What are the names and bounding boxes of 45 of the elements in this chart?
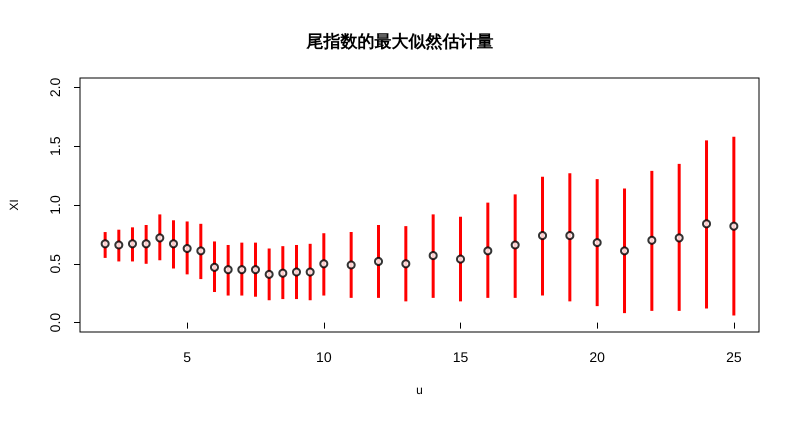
point — [155, 233, 164, 242]
point — [374, 256, 383, 266]
y-tick-label: 2.0 — [47, 77, 63, 98]
point — [620, 246, 630, 256]
y-axis-title: XI — [7, 199, 21, 211]
point — [647, 236, 656, 245]
point — [729, 222, 738, 231]
point — [483, 246, 492, 256]
y-tick-label: 0.5 — [47, 254, 63, 274]
point — [538, 231, 548, 240]
point — [565, 231, 574, 240]
x-axis-title: u — [416, 383, 423, 397]
point — [100, 239, 110, 248]
x-tick-label: 20 — [589, 349, 606, 365]
point — [196, 246, 206, 256]
chart-title: 尾指数的最大似然估计量 — [306, 32, 494, 51]
point — [346, 260, 356, 270]
point — [292, 268, 301, 277]
point — [674, 233, 684, 242]
point — [224, 265, 233, 274]
point — [264, 270, 274, 279]
point — [306, 268, 315, 277]
point — [182, 244, 192, 254]
point — [428, 251, 438, 260]
y-tick-label: 1.5 — [47, 136, 63, 156]
point — [592, 238, 602, 248]
point — [456, 254, 465, 264]
point — [250, 265, 260, 274]
point — [319, 259, 328, 268]
point — [128, 239, 137, 248]
point — [114, 240, 124, 250]
point — [142, 239, 151, 248]
point — [510, 240, 520, 250]
point — [702, 219, 712, 228]
point — [237, 265, 246, 274]
x-tick-label: 25 — [726, 349, 742, 365]
point — [278, 268, 288, 278]
point — [401, 259, 410, 268]
point — [210, 262, 219, 272]
x-tick-label: 5 — [183, 349, 192, 365]
point — [168, 239, 178, 248]
x-tick-label: 15 — [452, 349, 468, 365]
x-tick-label: 10 — [316, 349, 332, 365]
y-tick-label: 0.0 — [47, 312, 63, 332]
y-tick-label: 1.0 — [47, 195, 63, 215]
